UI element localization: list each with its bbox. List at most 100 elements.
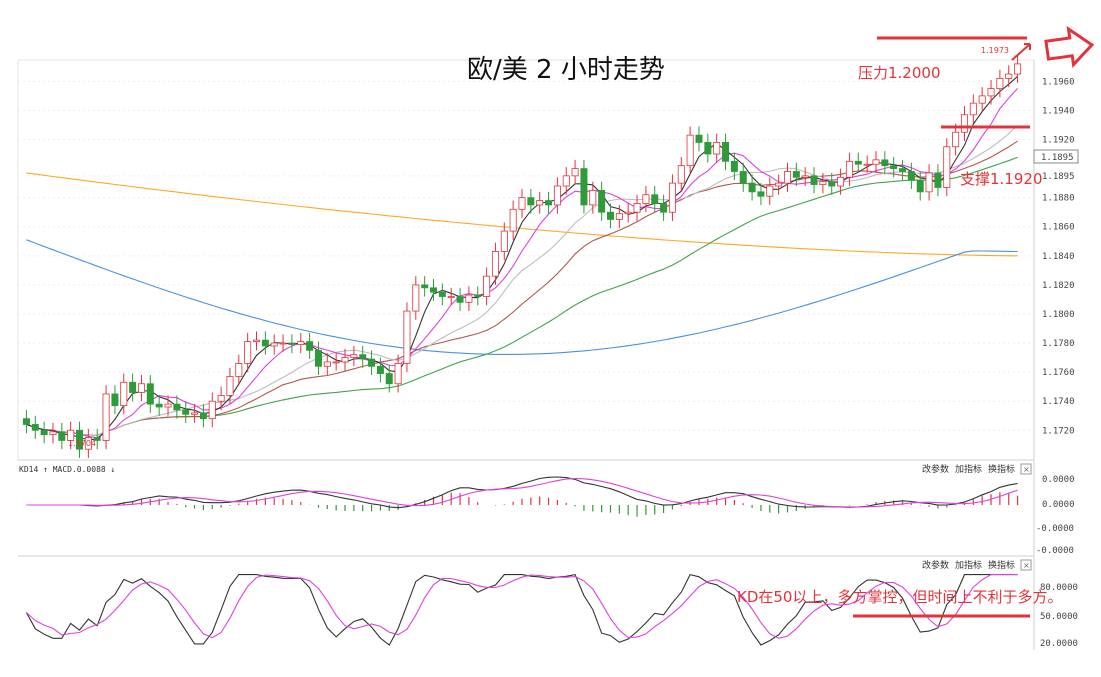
candle: [801, 175, 809, 178]
candle: [474, 294, 482, 297]
price-tick: 1.1840: [1042, 252, 1075, 262]
candle: [545, 200, 553, 206]
ma-line: [26, 172, 1018, 257]
candle: [76, 429, 84, 450]
candle: [960, 114, 968, 133]
macd-axis: 0.0000 0.0000 -0.0000 -0.0000: [1036, 475, 1075, 556]
candle: [1014, 63, 1022, 75]
support-label: 支撑1.1920: [960, 170, 1043, 188]
candle: [120, 381, 128, 406]
price-tick: 1.1960: [1042, 77, 1075, 87]
kd-tick: 50.0000: [1040, 612, 1078, 622]
candle: [872, 159, 880, 165]
candle: [730, 160, 738, 172]
candle: [403, 310, 411, 364]
kd-panel-buttons: 改参数 加指标 换指标 ×: [922, 559, 1032, 571]
candle: [881, 159, 889, 167]
candle: [314, 349, 322, 367]
candle: [191, 412, 199, 415]
candle: [350, 354, 358, 358]
candle: [925, 172, 933, 193]
add-indicator-button[interactable]: 加指标: [955, 559, 982, 571]
candle: [952, 131, 960, 148]
candle: [235, 363, 243, 377]
candle: [722, 142, 730, 162]
candle: [49, 431, 57, 436]
ma-line: [26, 124, 1018, 437]
switch-indicator-button[interactable]: 换指标: [988, 559, 1015, 571]
kd-tick: 20.0000: [1040, 639, 1078, 649]
candle: [500, 230, 508, 252]
ma-line: [26, 75, 1018, 440]
candle: [713, 142, 721, 155]
high-marker: 1.1973: [981, 46, 1009, 55]
close-icon[interactable]: [1020, 463, 1032, 475]
candle: [155, 403, 163, 408]
candle: [270, 342, 278, 347]
candle: [376, 365, 384, 374]
candle: [890, 165, 898, 169]
candle: [996, 78, 1004, 90]
candle: [748, 182, 756, 193]
moving-averages: [26, 75, 1019, 440]
macd-indicator: [26, 476, 1019, 517]
candle: [863, 163, 871, 166]
candle: [775, 182, 783, 187]
candle: [40, 429, 48, 436]
kd-tick: 80.0000: [1040, 583, 1078, 593]
edit-params-button[interactable]: 改参数: [922, 559, 949, 571]
candle: [598, 189, 606, 213]
candle: [67, 429, 75, 441]
candle: [969, 102, 977, 116]
candle: [934, 172, 942, 188]
kd-d-line: [26, 574, 1018, 639]
candle: [306, 341, 314, 351]
candle: [22, 418, 30, 425]
candle: [660, 203, 668, 213]
macd-tick: -0.0000: [1036, 546, 1074, 556]
candle: [571, 168, 579, 177]
candle: [1005, 73, 1013, 79]
candle: [323, 361, 331, 367]
kd-k-line: [25, 573, 1018, 646]
candle: [987, 88, 995, 97]
price-tick: 1.1740: [1042, 397, 1075, 407]
kd-axis: 80.0000 50.0000 20.0000: [1040, 583, 1078, 649]
macd-label: KD14 ↑ MACD.0.0088 ↓: [19, 465, 115, 474]
price-panel-frame: [17, 59, 1035, 461]
candle: [624, 211, 632, 215]
candle: [297, 341, 305, 345]
current-price: 1.1895: [1041, 153, 1074, 163]
candle: [394, 363, 402, 385]
ma-line: [26, 140, 1018, 437]
price-tick: 1.1800: [1042, 310, 1075, 320]
candle: [527, 197, 535, 206]
macd-tick: -0.0000: [1036, 524, 1074, 534]
candle: [182, 409, 190, 415]
candle: [642, 194, 650, 204]
candle: [58, 431, 66, 441]
chart-title: 欧/美 2 小时走势: [467, 55, 665, 85]
candle: [438, 291, 446, 297]
candle: [199, 412, 207, 420]
grid-lines: [18, 80, 1034, 431]
candle: [84, 437, 92, 450]
switch-indicator-button[interactable]: 换指标: [988, 463, 1015, 475]
candle: [536, 200, 544, 206]
kd-indicator: [25, 573, 1018, 646]
candle: [244, 341, 252, 364]
candlesticks: [22, 55, 1022, 458]
candle: [837, 176, 845, 187]
price-tick: 1.1720: [1042, 426, 1075, 436]
edit-params-button[interactable]: 改参数: [922, 463, 949, 475]
price-axis: 1.1960 1.1940 1.1920 1.1895 1.1880 1.1860 1.18…: [1042, 77, 1075, 436]
macd-tick: 0.0000: [1042, 500, 1075, 510]
candle: [111, 393, 119, 406]
candle: [483, 275, 491, 297]
candle: [385, 373, 393, 385]
close-icon[interactable]: [1020, 559, 1032, 571]
candle: [456, 296, 464, 303]
candle: [93, 437, 101, 441]
add-indicator-button[interactable]: 加指标: [955, 463, 982, 475]
candle: [899, 168, 907, 172]
